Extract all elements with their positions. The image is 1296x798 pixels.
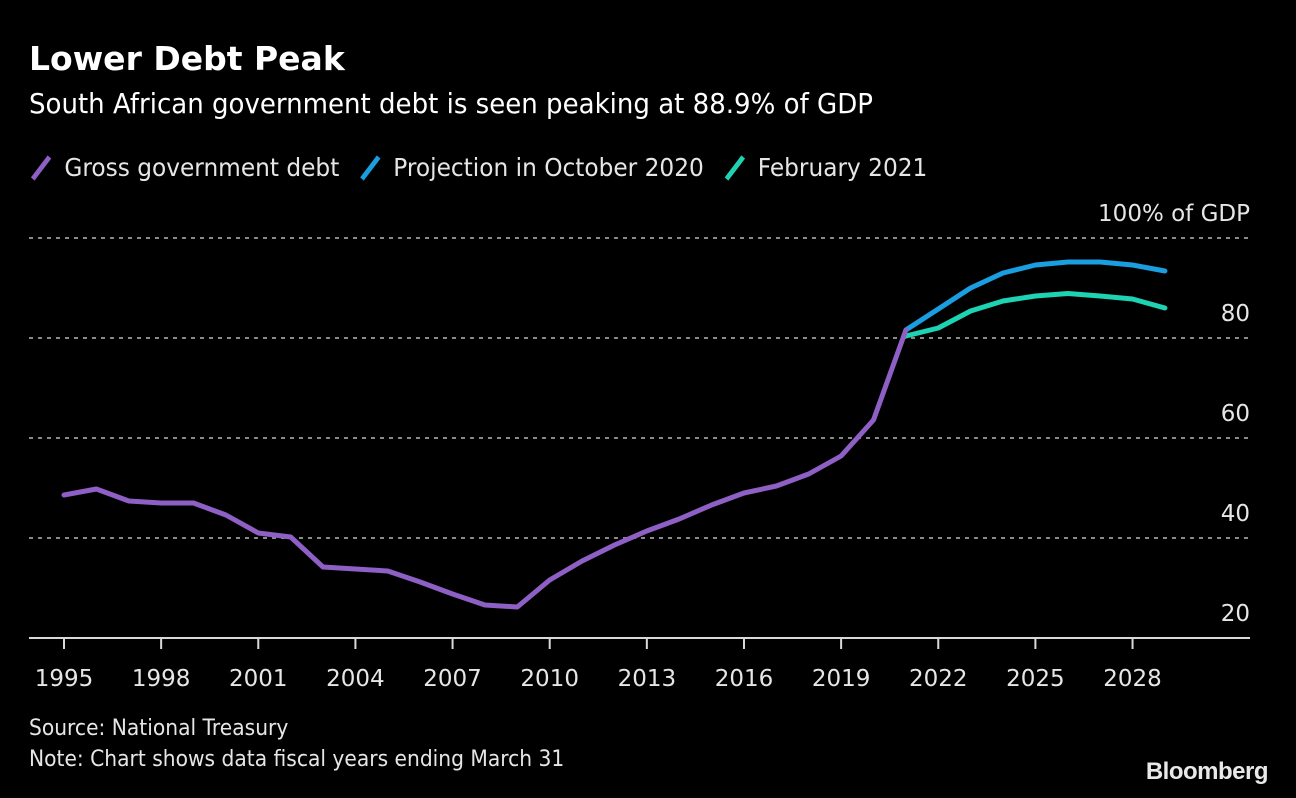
y-tick-label-80: 80 <box>1221 301 1250 327</box>
x-tick-label-2001: 2001 <box>229 666 288 692</box>
y-tick-label-60: 60 <box>1221 401 1250 427</box>
x-tick-label-2022: 2022 <box>909 666 968 692</box>
x-tick-label-1998: 1998 <box>132 666 191 692</box>
source-note: Source: National Treasury <box>29 716 289 741</box>
chart-subtitle: South African government debt is seen pe… <box>29 87 873 120</box>
y-tick-label-40: 40 <box>1221 501 1250 527</box>
series-lines <box>61 259 1168 610</box>
legend-item-feb-2021: February 2021 <box>722 153 927 182</box>
series-line-gross-government-debt <box>61 327 909 610</box>
legend-label: Projection in October 2020 <box>393 153 704 182</box>
x-tick-label-2010: 2010 <box>520 666 579 692</box>
x-tick-label-2004: 2004 <box>326 666 385 692</box>
legend-item-oct-2020: Projection in October 2020 <box>358 153 704 182</box>
x-axis: 1995 1998 2001 2004 2007 2010 2013 2016 2019 2022… <box>29 637 1250 692</box>
x-tick-label-1995: 1995 <box>35 666 94 692</box>
legend-swatch-teal-icon <box>722 154 746 182</box>
legend-item-gross-debt: Gross government debt <box>29 153 339 182</box>
legend-label: Gross government debt <box>64 153 340 182</box>
x-tick-label-2025: 2025 <box>1006 666 1065 692</box>
x-tick-label-2019: 2019 <box>812 666 871 692</box>
series-line-february-2021 <box>903 291 1168 339</box>
legend: Gross government debt Projection in Octo… <box>29 153 946 182</box>
chart-title: Lower Debt Peak <box>29 39 345 78</box>
bloomberg-logo: Bloomberg <box>1145 758 1269 785</box>
x-tick-label-2013: 2013 <box>618 666 677 692</box>
y-axis-labels: 20 40 60 80 100% of GDP <box>1098 201 1250 627</box>
footnote: Note: Chart shows data fiscal years endi… <box>29 747 565 772</box>
legend-label: February 2021 <box>757 153 928 182</box>
x-tick-label-2028: 2028 <box>1103 666 1162 692</box>
x-tick-label-2007: 2007 <box>423 666 482 692</box>
y-tick-label-100: 100% of GDP <box>1098 201 1250 227</box>
legend-swatch-blue-icon <box>358 154 382 182</box>
gridlines <box>29 237 1250 539</box>
x-tick-label-2016: 2016 <box>715 666 774 692</box>
y-tick-label-20: 20 <box>1221 601 1250 627</box>
legend-swatch-purple-icon <box>29 154 53 182</box>
series-line-projection-in-october-2020 <box>903 259 1168 333</box>
